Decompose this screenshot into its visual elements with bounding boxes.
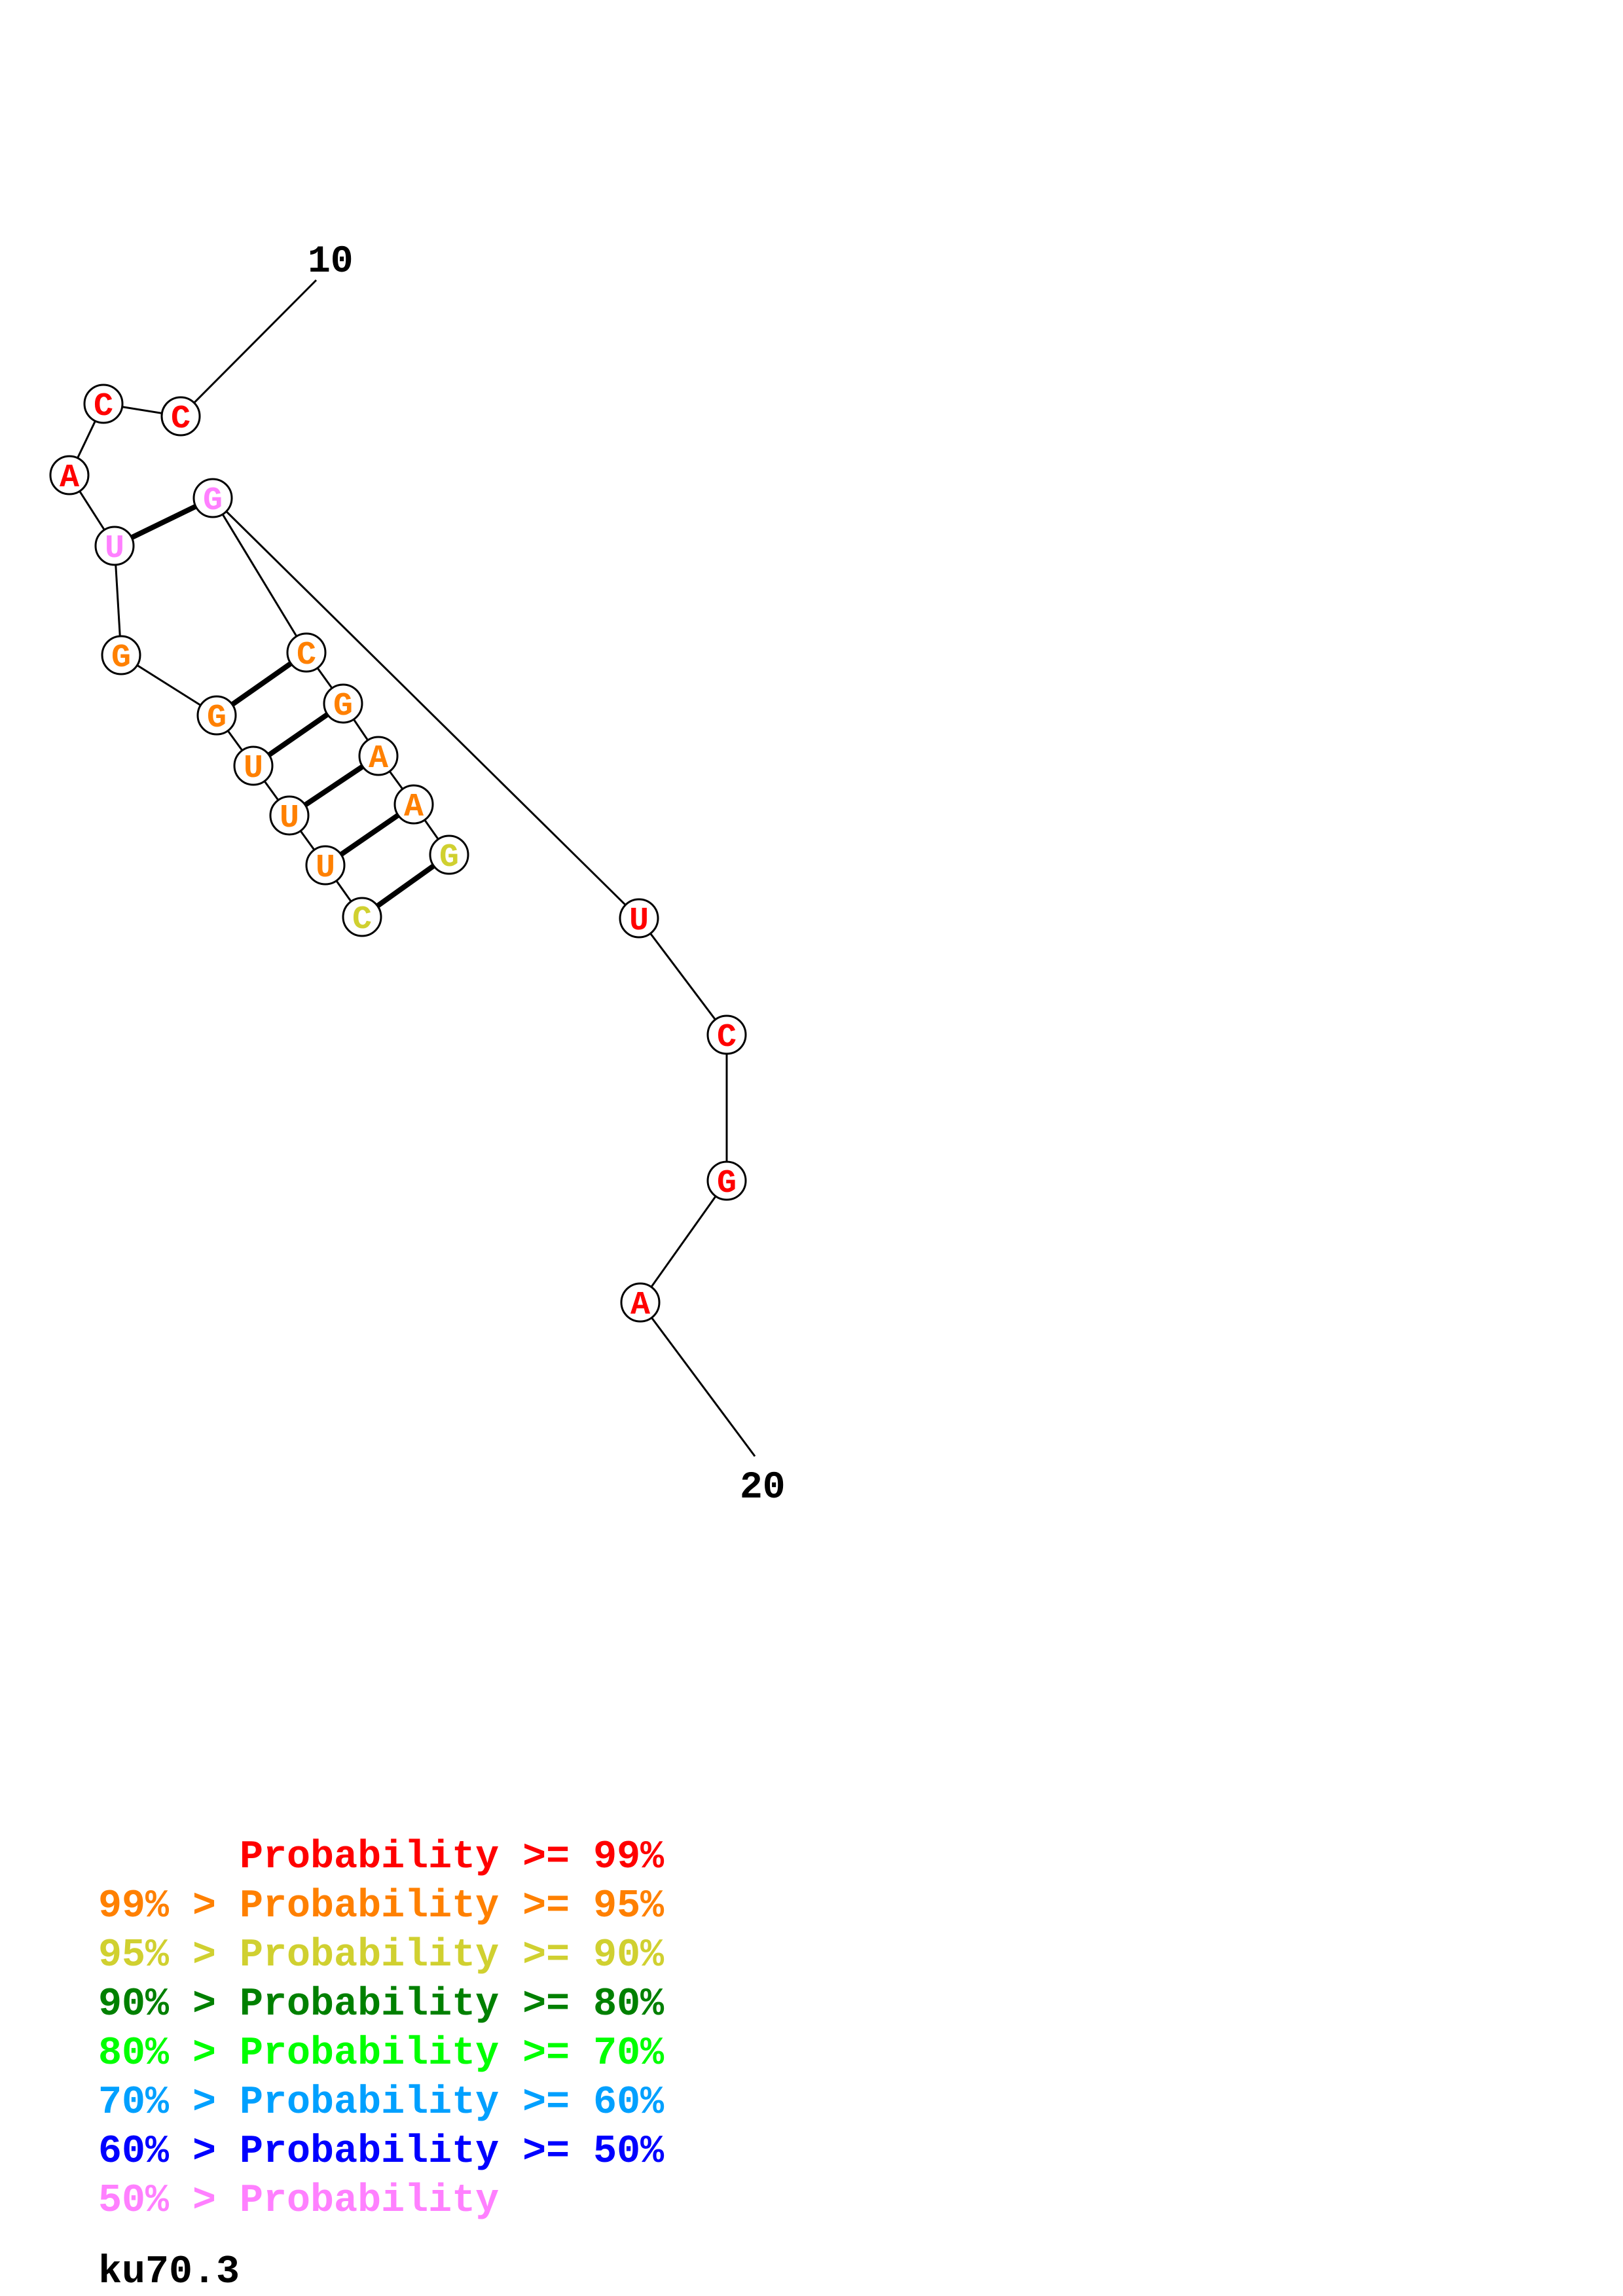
nucleotide-letter: U: [244, 750, 263, 787]
nucleotide-circle: [620, 1282, 661, 1323]
nucleotide-circle: [706, 1160, 747, 1201]
nucleotide-circle: [358, 736, 399, 776]
nucleotide-circle: [94, 526, 135, 566]
nucleotide-letter: U: [105, 530, 124, 567]
backbone-lines: [68, 279, 756, 1457]
nucleotide: U: [619, 898, 659, 940]
legend-entry: 60% > Probability >= 50%: [98, 2130, 665, 2174]
nucleotide: G: [192, 478, 233, 520]
nucleotide: G: [429, 834, 469, 876]
nucleotide: G: [706, 1160, 747, 1202]
nucleotide-letter: C: [352, 901, 372, 939]
nucleotide-circle: [49, 455, 90, 495]
backbone-segment: [639, 1302, 756, 1457]
nucleotide-letter: A: [630, 1287, 650, 1324]
nucleotide-circle: [269, 795, 310, 836]
nucleotide-circle: [83, 384, 124, 424]
nucleotide: U: [269, 795, 310, 837]
nucleotide-letter: G: [333, 688, 353, 725]
nucleotide-circle: [429, 834, 469, 875]
nucleotide-circle: [342, 897, 382, 937]
nucleotide-circle: [192, 478, 233, 518]
backbone-segment: [211, 497, 640, 920]
nucleotide-letter: G: [203, 482, 223, 520]
nucleotide-circle: [323, 683, 363, 724]
nucleotide-letter: A: [369, 740, 388, 778]
nucleotide-circle: [706, 1014, 747, 1055]
position-label-10: 10: [308, 241, 354, 283]
nucleotide-letter: C: [171, 401, 191, 438]
nucleotide-circle: [305, 845, 346, 886]
nucleotide: G: [196, 695, 237, 737]
backbone-segment: [211, 497, 308, 653]
nucleotide-letter: A: [60, 459, 79, 497]
legend-entry: Probability >= 99%: [98, 1835, 665, 1880]
nucleotide-circle: [160, 396, 201, 437]
nucleotide-circle: [286, 632, 327, 673]
nucleotide: A: [620, 1282, 661, 1324]
nucleotide-letter: G: [207, 700, 227, 737]
position-label-20: 20: [740, 1467, 786, 1509]
nucleotide: C: [342, 897, 382, 939]
legend-entry: 90% > Probability >= 80%: [98, 1982, 665, 2027]
legend-entry: 95% > Probability >= 90%: [98, 1933, 665, 1978]
nucleotide: A: [358, 736, 399, 778]
nucleotide-letter: C: [94, 388, 113, 425]
nucleotide-letter: U: [280, 800, 299, 837]
legend-entry: 80% > Probability >= 70%: [98, 2032, 665, 2076]
nucleotide: G: [101, 635, 141, 677]
nucleotide: C: [83, 384, 124, 425]
nucleotide: G: [323, 683, 363, 725]
backbone-segment: [639, 1180, 728, 1303]
nucleotide-letter: G: [439, 839, 459, 876]
nucleotide-letter: G: [111, 639, 131, 677]
legend-entry: 99% > Probability >= 95%: [98, 1884, 665, 1929]
backbone-segment: [638, 918, 728, 1035]
nucleotide: A: [49, 455, 90, 497]
nucleotide: U: [94, 526, 135, 567]
legend-entry: 50% > Probability: [98, 2179, 500, 2223]
nucleotide-circle: [196, 695, 237, 736]
legend-entry: 70% > Probability >= 60%: [98, 2081, 665, 2125]
nucleotide-letter: C: [297, 637, 316, 674]
nucleotide-circle: [393, 784, 434, 825]
structure-title: ku70.3: [98, 2250, 240, 2295]
nucleotide-circle: [233, 745, 274, 786]
nucleotide: C: [286, 632, 327, 674]
nucleotide: C: [706, 1014, 747, 1056]
nucleotide-letter: A: [404, 789, 424, 826]
nucleotide-letter: G: [717, 1165, 737, 1202]
backbone-segment: [179, 279, 318, 418]
nucleotide: A: [393, 784, 434, 826]
nucleotide-letter: C: [717, 1019, 737, 1056]
nucleotide: U: [233, 745, 274, 787]
nucleotide-circle: [101, 635, 141, 675]
nucleotide: U: [305, 845, 346, 887]
nucleotide: C: [160, 396, 201, 438]
base-pair-lines: [113, 495, 451, 920]
nucleotide-circle: [619, 898, 659, 939]
nucleotide-letter: U: [629, 903, 649, 940]
nucleotide-letter: U: [316, 850, 335, 887]
